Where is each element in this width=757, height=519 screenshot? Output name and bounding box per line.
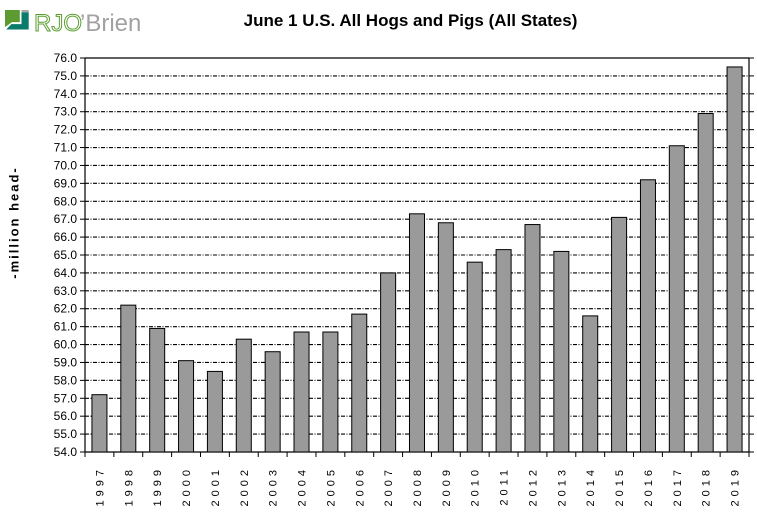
svg-text:2003: 2003 (268, 466, 280, 506)
svg-text:62.0: 62.0 (54, 302, 78, 316)
svg-text:60.0: 60.0 (54, 338, 78, 352)
svg-text:2004: 2004 (297, 466, 309, 506)
svg-text:2010: 2010 (470, 466, 482, 506)
svg-text:1997: 1997 (94, 466, 106, 506)
svg-text:64.0: 64.0 (54, 266, 78, 280)
svg-text:2007: 2007 (383, 466, 395, 506)
svg-text:57.0: 57.0 (54, 391, 78, 405)
svg-text:2014: 2014 (585, 466, 597, 506)
svg-text:72.0: 72.0 (54, 123, 78, 137)
svg-text:59.0: 59.0 (54, 355, 78, 369)
svg-text:2017: 2017 (672, 466, 684, 506)
svg-text:2018: 2018 (701, 466, 713, 506)
svg-text:2019: 2019 (730, 466, 742, 506)
svg-text:66.0: 66.0 (54, 230, 78, 244)
svg-text:2002: 2002 (239, 466, 251, 506)
svg-text:76.0: 76.0 (54, 51, 78, 65)
svg-text:1999: 1999 (152, 466, 164, 506)
svg-text:61.0: 61.0 (54, 320, 78, 334)
svg-text:67.0: 67.0 (54, 212, 78, 226)
svg-text:2016: 2016 (643, 466, 655, 506)
svg-text:2008: 2008 (412, 466, 424, 506)
svg-text:1998: 1998 (123, 466, 135, 506)
svg-text:2001: 2001 (210, 466, 222, 506)
svg-text:2013: 2013 (556, 466, 568, 506)
svg-text:2005: 2005 (325, 466, 337, 506)
svg-text:56.0: 56.0 (54, 409, 78, 423)
svg-text:71.0: 71.0 (54, 141, 78, 155)
svg-text:54.0: 54.0 (54, 445, 78, 459)
svg-text:74.0: 74.0 (54, 87, 78, 101)
svg-text:2009: 2009 (441, 466, 453, 506)
svg-text:73.0: 73.0 (54, 105, 78, 119)
svg-text:65.0: 65.0 (54, 248, 78, 262)
svg-text:2006: 2006 (354, 466, 366, 506)
svg-text:55.0: 55.0 (54, 427, 78, 441)
svg-text:2000: 2000 (181, 466, 193, 506)
svg-text:2015: 2015 (614, 466, 626, 506)
svg-text:69.0: 69.0 (54, 176, 78, 190)
svg-text:75.0: 75.0 (54, 69, 78, 83)
svg-text:63.0: 63.0 (54, 284, 78, 298)
svg-text:58.0: 58.0 (54, 373, 78, 387)
svg-text:70.0: 70.0 (54, 158, 78, 172)
svg-text:68.0: 68.0 (54, 194, 78, 208)
svg-text:2012: 2012 (527, 466, 539, 506)
svg-text:2011: 2011 (499, 466, 511, 506)
